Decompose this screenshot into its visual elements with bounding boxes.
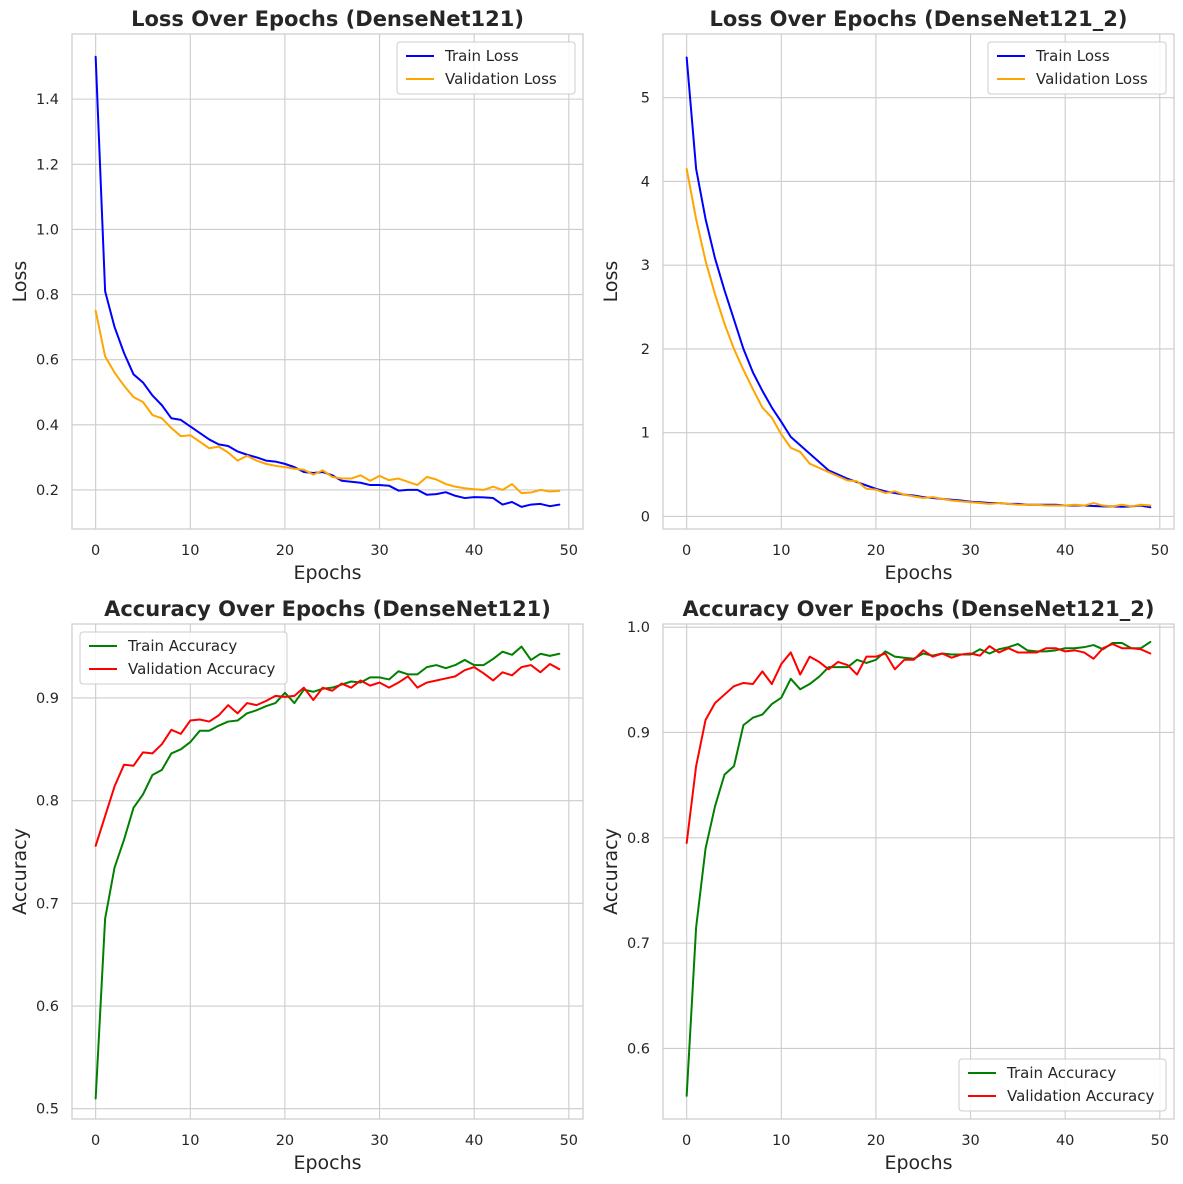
legend-label: Validation Accuracy xyxy=(128,660,275,678)
x-tick-label: 50 xyxy=(1151,543,1169,559)
chart-panel-3: 0 10 20 30 40 50 0.5 0.6 0.7 0.8 0.9 Accuracy Over … xyxy=(9,597,584,1174)
x-axis-label: Epochs xyxy=(293,1152,361,1174)
series-line-train-loss xyxy=(94,55,561,508)
series-line-validation-loss xyxy=(685,167,1152,508)
x-tick-label: 10 xyxy=(181,1133,199,1149)
chart-title: Loss Over Epochs (DenseNet121_2) xyxy=(710,7,1128,31)
y-tick-label: 2 xyxy=(641,342,650,358)
y-tick-label: 1.0 xyxy=(36,222,59,238)
x-tick-label: 30 xyxy=(961,543,979,559)
x-tick-label: 0 xyxy=(682,543,691,559)
x-tick-label: 30 xyxy=(961,1133,979,1149)
x-tick-label: 20 xyxy=(276,543,294,559)
y-tick-label: 1.0 xyxy=(627,620,650,636)
x-tick-label: 10 xyxy=(181,543,199,559)
legend-box xyxy=(987,41,1167,95)
chart-panel-1: 0 10 20 30 40 50 0.2 0.4 0.6 0.8 1.0 1.2 1.4 Loss Ove… xyxy=(9,7,584,584)
legend-label: Train Accuracy xyxy=(1006,1064,1116,1082)
plot-frame xyxy=(662,33,1175,530)
y-tick-label: 1.2 xyxy=(36,157,59,173)
x-axis-label: Epochs xyxy=(884,562,952,584)
chart-title: Accuracy Over Epochs (DenseNet121_2) xyxy=(683,597,1155,621)
y-tick-label: 0.9 xyxy=(36,691,59,707)
legend-label: Train Accuracy xyxy=(127,637,237,655)
series-line-validation-accuracy xyxy=(685,643,1152,845)
y-tick-label: 0.6 xyxy=(627,1041,650,1057)
chart-panel-4: 0 10 20 30 40 50 0.6 0.7 0.8 0.9 1.0 Accuracy Over … xyxy=(600,597,1175,1174)
series-line-validation-accuracy xyxy=(94,663,561,847)
y-tick-label: 0.9 xyxy=(627,725,650,741)
x-tick-label: 10 xyxy=(772,1133,790,1149)
legend: Train Loss Validation Loss xyxy=(987,41,1167,95)
x-tick-label: 0 xyxy=(91,1133,100,1149)
y-tick-label: 0.6 xyxy=(36,353,59,369)
legend: Train Loss Validation Loss xyxy=(396,41,576,95)
chart-panel-2: 0 10 20 30 40 50 0 1 2 3 4 5 Loss Over Epochs (Dense… xyxy=(600,7,1175,584)
x-tick-label: 50 xyxy=(560,543,578,559)
chart-title: Accuracy Over Epochs (DenseNet121) xyxy=(104,597,551,621)
y-tick-label: 5 xyxy=(641,91,650,107)
x-tick-label: 20 xyxy=(867,543,885,559)
legend-box xyxy=(396,41,576,95)
legend-label: Validation Loss xyxy=(1036,70,1148,88)
x-tick-label: 50 xyxy=(560,1133,578,1149)
x-tick-label: 0 xyxy=(682,1133,691,1149)
y-tick-label: 4 xyxy=(641,174,650,190)
y-tick-label: 0.8 xyxy=(36,794,59,810)
series-line-train-accuracy xyxy=(685,640,1152,1097)
plot-frame xyxy=(71,33,584,530)
legend: Train Accuracy Validation Accuracy xyxy=(958,1058,1167,1112)
y-axis-label: Loss xyxy=(9,261,31,303)
x-tick-label: 40 xyxy=(465,1133,483,1149)
legend-box xyxy=(79,631,288,685)
legend-label: Validation Loss xyxy=(445,70,557,88)
y-tick-label: 0.4 xyxy=(36,418,59,434)
y-axis-label: Accuracy xyxy=(600,828,622,915)
x-tick-label: 20 xyxy=(867,1133,885,1149)
y-axis-label: Accuracy xyxy=(9,828,31,915)
x-axis-label: Epochs xyxy=(884,1152,952,1174)
y-axis-label: Loss xyxy=(600,261,622,303)
y-tick-label: 0.6 xyxy=(36,999,59,1015)
x-tick-label: 10 xyxy=(772,543,790,559)
x-tick-label: 40 xyxy=(1056,1133,1074,1149)
legend-label: Validation Accuracy xyxy=(1007,1087,1154,1105)
series-line-train-loss xyxy=(685,56,1152,509)
x-axis-label: Epochs xyxy=(293,562,361,584)
series-line-train-accuracy xyxy=(94,645,561,1100)
plot-frame xyxy=(662,623,1175,1120)
x-tick-label: 40 xyxy=(1056,543,1074,559)
y-tick-label: 1.4 xyxy=(36,92,59,108)
legend-label: Train Loss xyxy=(1035,47,1110,65)
y-tick-label: 0.8 xyxy=(627,831,650,847)
y-tick-label: 0.8 xyxy=(36,288,59,304)
y-tick-label: 0 xyxy=(641,509,650,525)
y-tick-label: 0.7 xyxy=(627,936,650,952)
chart-title: Loss Over Epochs (DenseNet121) xyxy=(131,7,524,31)
x-tick-label: 40 xyxy=(465,543,483,559)
x-tick-label: 50 xyxy=(1151,1133,1169,1149)
x-tick-label: 20 xyxy=(276,1133,294,1149)
y-tick-label: 0.7 xyxy=(36,896,59,912)
x-tick-label: 30 xyxy=(370,543,388,559)
y-tick-label: 1 xyxy=(641,426,650,442)
y-tick-label: 0.5 xyxy=(36,1102,59,1118)
plot-frame xyxy=(71,623,584,1120)
x-tick-label: 0 xyxy=(91,543,100,559)
y-tick-label: 3 xyxy=(641,258,650,274)
x-tick-label: 30 xyxy=(370,1133,388,1149)
y-tick-label: 0.2 xyxy=(36,483,59,499)
legend-label: Train Loss xyxy=(444,47,519,65)
series-line-validation-loss xyxy=(94,309,561,495)
legend: Train Accuracy Validation Accuracy xyxy=(79,631,288,685)
legend-box xyxy=(958,1058,1167,1112)
